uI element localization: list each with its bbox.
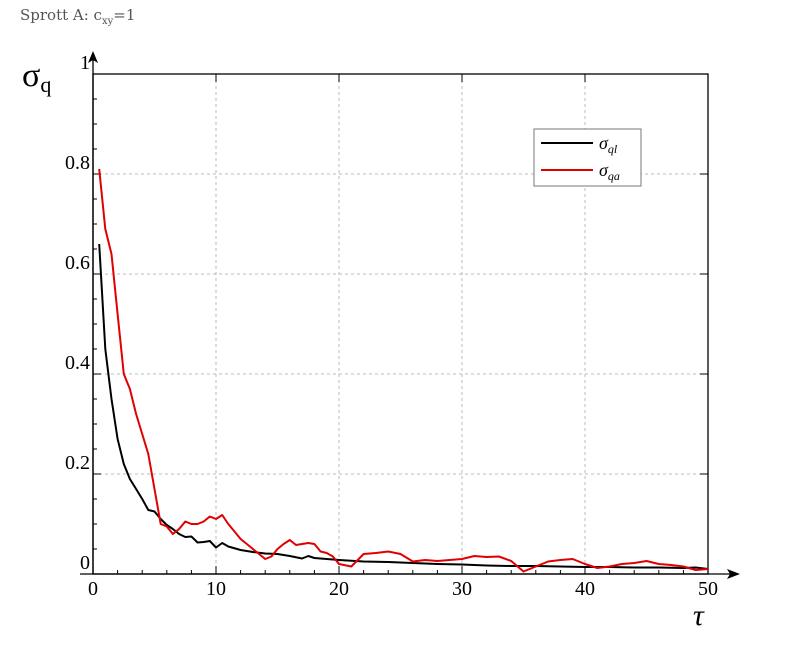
legend-label-qa-main: σ	[599, 160, 609, 180]
x-tick-label: 10	[206, 578, 226, 600]
x-tick-label: 50	[698, 578, 718, 600]
legend-box	[533, 128, 642, 187]
y-axis-title: σq	[22, 57, 51, 97]
legend-label-ql-sub: ql	[608, 142, 618, 156]
caption-suffix: =1	[113, 6, 136, 24]
x-tick-label: 30	[452, 578, 472, 600]
figure-caption: Sprott A: cxy=1	[20, 6, 135, 27]
series-layer	[98, 168, 709, 573]
y-tick-label: 0	[80, 552, 90, 574]
series-line-qa	[98, 168, 709, 573]
y-axis-title-main: σ	[22, 57, 40, 94]
tick-labels: 0 10 20 30 40 50 0 0.2 0.4 0.6 0.8 1	[65, 52, 718, 600]
series-line-ql	[98, 243, 709, 570]
x-tick-label: 40	[575, 578, 595, 600]
y-axis-title-sub: q	[40, 72, 51, 97]
y-tick-label: 0.4	[65, 352, 90, 374]
caption-subscript: xy	[101, 16, 114, 27]
x-axis-title: τ	[693, 599, 705, 632]
legend-label-qa-sub: qa	[608, 169, 620, 183]
x-tick-label: 20	[329, 578, 349, 600]
legend-label-ql: σql	[599, 133, 618, 156]
y-tick-label: 1	[80, 52, 90, 74]
y-tick-label: 0.8	[65, 152, 90, 174]
caption-prefix: Sprott A: c	[20, 6, 102, 24]
legend-label-ql-main: σ	[599, 133, 609, 153]
y-tick-label: 0.2	[65, 452, 90, 474]
y-axis-arrow-icon	[88, 51, 98, 63]
y-tick-label: 0.6	[65, 252, 90, 274]
x-tick-label: 0	[88, 578, 98, 600]
legend: σql σqa	[533, 128, 642, 187]
legend-label-qa: σqa	[599, 160, 620, 183]
x-axis-arrow-icon	[727, 569, 740, 579]
